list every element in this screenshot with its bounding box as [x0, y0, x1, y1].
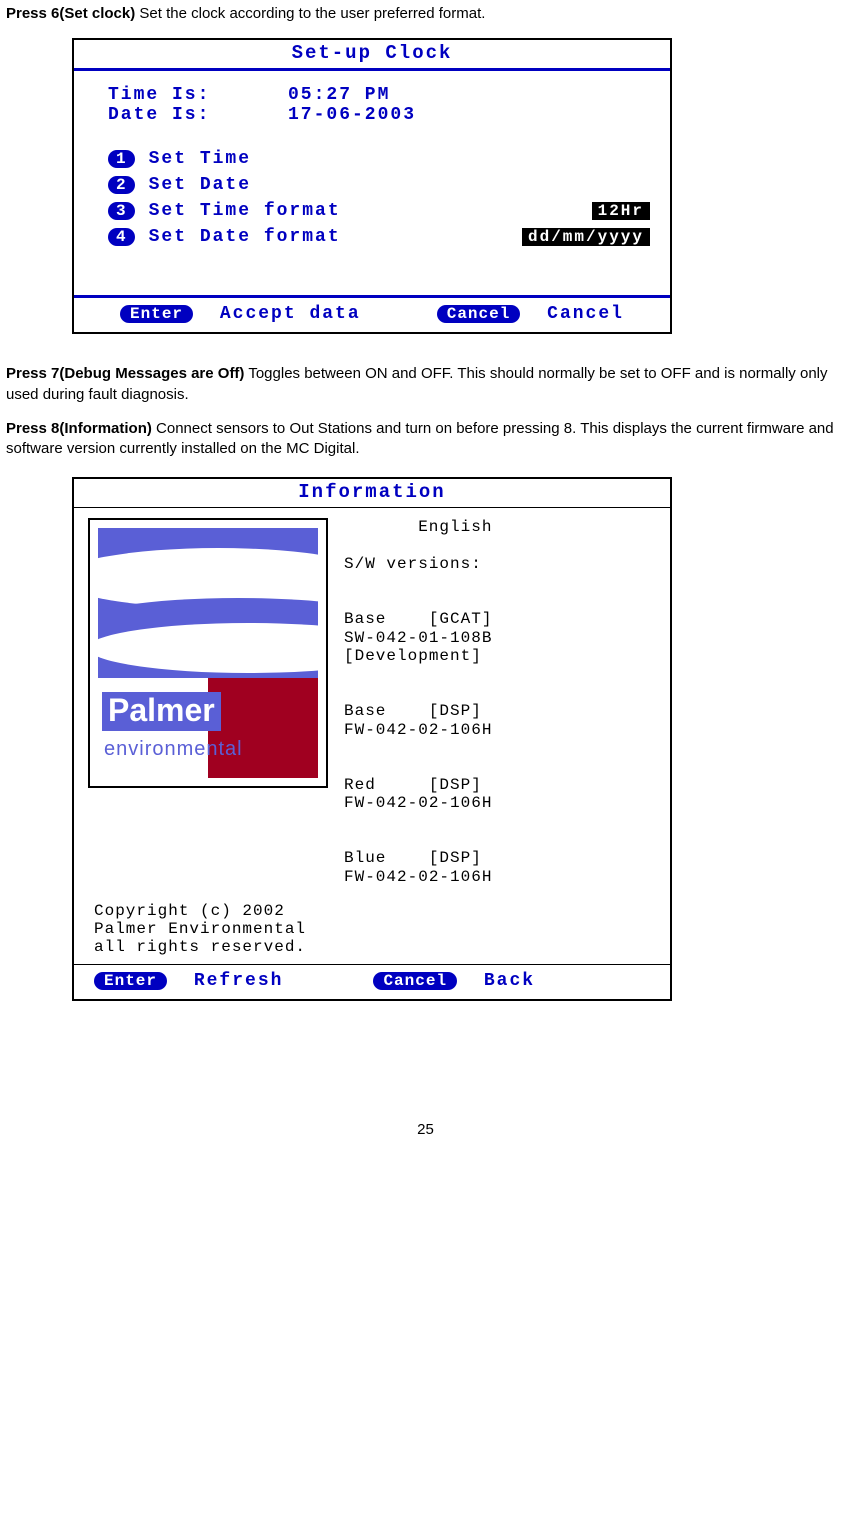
date-label: Date Is: — [108, 105, 288, 125]
page-number: 25 — [6, 1121, 845, 1138]
menu-item-set-date-format[interactable]: 4 Set Date format dd/mm/yyyy — [108, 227, 650, 247]
info-language: English — [344, 518, 492, 536]
paragraph-press-6: Press 6(Set clock) Set the clock accordi… — [6, 4, 845, 24]
info-enter-key: Enter — [94, 972, 167, 990]
time-label: Time Is: — [108, 85, 288, 105]
menu-text-3: Set Time format — [149, 201, 341, 221]
menu-text-2: Set Date — [149, 175, 251, 195]
cancel-text: Cancel — [547, 304, 624, 324]
info-footer: Enter Refresh Cancel Back — [74, 965, 670, 999]
info-footer-enter[interactable]: Enter Refresh — [94, 971, 283, 991]
setup-clock-screen: Set-up Clock Time Is: 05:27 PM Date Is: … — [72, 38, 672, 334]
date-value: 17-06-2003 — [288, 105, 416, 125]
footer-cancel[interactable]: Cancel Cancel — [437, 304, 624, 324]
version-block-1: Base [DSP] FW-042-02-106H — [344, 702, 492, 739]
version-block-3: Blue [DSP] FW-042-02-106H — [344, 849, 492, 886]
press-7-label: Press 7(Debug Messages are Off) — [6, 365, 244, 382]
menu-num-3: 3 — [108, 202, 135, 220]
menu-num-2: 2 — [108, 176, 135, 194]
cancel-key: Cancel — [437, 305, 521, 323]
menu-item-set-date[interactable]: 2 Set Date — [108, 175, 650, 195]
date-format-badge: dd/mm/yyyy — [522, 228, 650, 246]
clock-title: Set-up Clock — [74, 40, 670, 68]
info-title: Information — [74, 479, 670, 507]
logo-env-text: environmental — [104, 738, 243, 761]
menu-item-set-time-format[interactable]: 3 Set Time format 12Hr — [108, 201, 650, 221]
menu-item-set-time[interactable]: 1 Set Time — [108, 149, 650, 169]
paragraph-press-8: Press 8(Information) Connect sensors to … — [6, 419, 845, 460]
footer-enter[interactable]: Enter Accept data — [120, 304, 361, 324]
info-footer-cancel[interactable]: Cancel Back — [373, 971, 535, 991]
menu-num-4: 4 — [108, 228, 135, 246]
time-value: 05:27 PM — [288, 85, 390, 105]
time-format-badge: 12Hr — [592, 202, 650, 220]
version-block-0: Base [GCAT] SW-042-01-108B [Development] — [344, 610, 492, 665]
enter-key: Enter — [120, 305, 193, 323]
copyright-text: Copyright (c) 2002 Palmer Environmental … — [74, 892, 670, 964]
sw-versions-label: S/W versions: — [344, 555, 492, 573]
press-6-text: Set the clock according to the user pref… — [135, 5, 485, 22]
press-8-label: Press 8(Information) — [6, 420, 152, 437]
paragraph-press-7: Press 7(Debug Messages are Off) Toggles … — [6, 364, 845, 405]
info-enter-text: Refresh — [194, 971, 284, 991]
info-cancel-key: Cancel — [373, 972, 457, 990]
info-cancel-text: Back — [484, 971, 535, 991]
version-block-2: Red [DSP] FW-042-02-106H — [344, 776, 492, 813]
menu-text-4: Set Date format — [149, 227, 341, 247]
enter-text: Accept data — [220, 304, 361, 324]
clock-footer: Enter Accept data Cancel Cancel — [74, 298, 670, 332]
menu-num-1: 1 — [108, 150, 135, 168]
menu-text-1: Set Time — [149, 149, 251, 169]
logo-palmer-text: Palmer — [102, 692, 221, 731]
information-screen: Information Palmer environmental English… — [72, 477, 672, 1001]
press-6-label: Press 6(Set clock) — [6, 5, 135, 22]
info-text-block: English S/W versions: Base [GCAT] SW-042… — [344, 518, 492, 886]
palmer-logo: Palmer environmental — [88, 518, 328, 788]
